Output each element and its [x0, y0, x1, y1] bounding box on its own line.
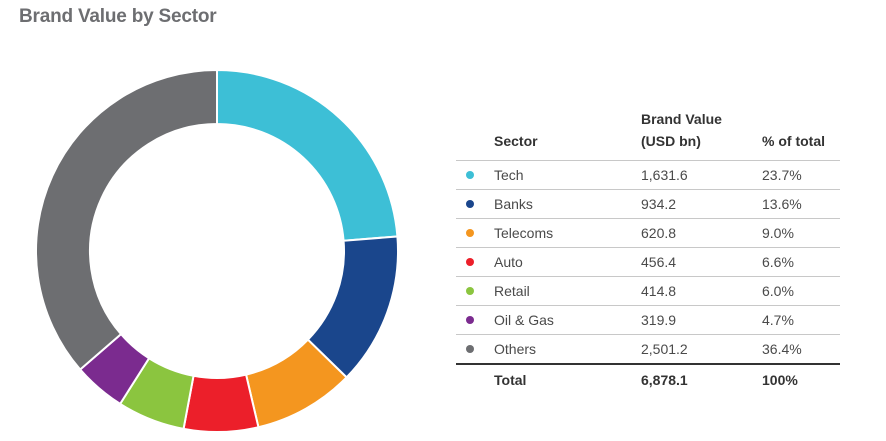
donut-slice-others: [35, 68, 218, 371]
percent-of-total: 4.7%: [762, 312, 794, 328]
brand-value: 934.2: [641, 196, 677, 212]
header-percent-of-total: % of total: [762, 133, 825, 149]
sector-name: Auto: [494, 254, 523, 270]
sector-name: Retail: [494, 283, 530, 299]
header-brand-value-unit: (USD bn): [641, 133, 701, 149]
total-value: 6,878.1: [641, 372, 688, 388]
brand-value: 414.8: [641, 283, 677, 299]
table-header: Sector Brand Value (USD bn) % of total: [456, 104, 840, 160]
chart-title: Brand Value by Sector: [19, 6, 217, 27]
brand-value: 2,501.2: [641, 341, 688, 357]
brand-value: 620.8: [641, 225, 677, 241]
legend-dot: [466, 200, 474, 208]
sector-name: Oil & Gas: [494, 312, 554, 328]
donut-chart: [35, 68, 399, 433]
table-row: Auto 456.4 6.6%: [456, 247, 840, 276]
percent-of-total: 9.0%: [762, 225, 794, 241]
table-row: Tech 1,631.6 23.7%: [456, 160, 840, 189]
brand-value: 1,631.6: [641, 167, 688, 183]
total-label: Total: [494, 372, 527, 388]
donut-slice-tech: [216, 68, 399, 242]
percent-of-total: 6.6%: [762, 254, 794, 270]
brand-value: 456.4: [641, 254, 677, 270]
percent-of-total: 6.0%: [762, 283, 794, 299]
sector-name: Telecoms: [494, 225, 554, 241]
sector-table: Sector Brand Value (USD bn) % of total T…: [456, 104, 840, 395]
sector-name: Others: [494, 341, 537, 357]
donut-slice-auto: [182, 373, 260, 433]
sector-name: Tech: [494, 167, 524, 183]
percent-of-total: 13.6%: [762, 196, 802, 212]
legend-dot: [466, 258, 474, 266]
brand-value: 319.9: [641, 312, 677, 328]
legend-dot: [466, 229, 474, 237]
percent-of-total: 23.7%: [762, 167, 802, 183]
header-brand-value: Brand Value: [641, 111, 722, 127]
table-row: Others 2,501.2 36.4%: [456, 334, 840, 363]
total-percent: 100%: [762, 372, 798, 388]
table-row: Retail 414.8 6.0%: [456, 276, 840, 305]
sector-name: Banks: [494, 196, 533, 212]
table-row: Oil & Gas 319.9 4.7%: [456, 305, 840, 334]
table-row: Telecoms 620.8 9.0%: [456, 218, 840, 247]
legend-dot: [466, 316, 474, 324]
percent-of-total: 36.4%: [762, 341, 802, 357]
legend-dot: [466, 287, 474, 295]
legend-dot: [466, 345, 474, 353]
legend-dot: [466, 171, 474, 179]
table-row: Banks 934.2 13.6%: [456, 189, 840, 218]
header-sector: Sector: [494, 133, 538, 149]
table-total-row: Total 6,878.1 100%: [456, 363, 840, 395]
